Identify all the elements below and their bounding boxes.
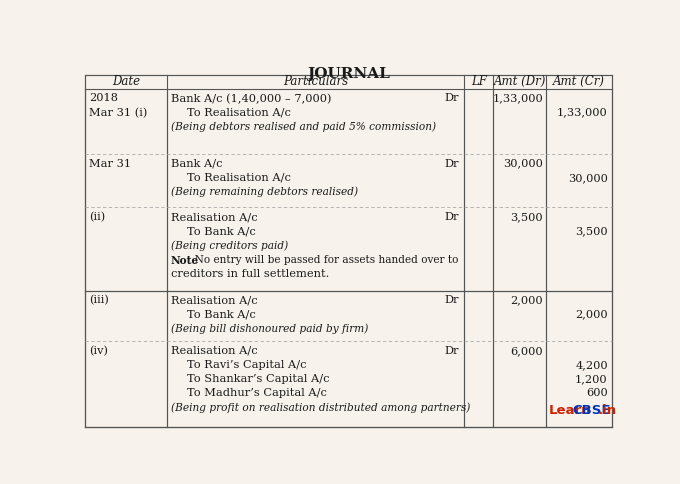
Text: Bank A/c: Bank A/c <box>171 159 222 168</box>
Text: Realisation A/c: Realisation A/c <box>171 346 258 356</box>
Text: 3,500: 3,500 <box>510 212 543 222</box>
Text: Note: Note <box>171 255 199 266</box>
Text: 600: 600 <box>586 388 608 398</box>
Text: (Being bill dishonoured paid by firm): (Being bill dishonoured paid by firm) <box>171 324 369 334</box>
Text: (iii): (iii) <box>89 295 109 306</box>
Text: 1,200: 1,200 <box>575 374 608 384</box>
Text: (ii): (ii) <box>89 212 105 223</box>
Text: To Ravi’s Capital A/c: To Ravi’s Capital A/c <box>187 360 306 370</box>
Text: To Shankar’s Capital A/c: To Shankar’s Capital A/c <box>187 374 329 384</box>
Text: Dr: Dr <box>445 295 459 305</box>
Text: Mar 31: Mar 31 <box>89 159 131 168</box>
Text: creditors in full settlement.: creditors in full settlement. <box>171 269 329 279</box>
Text: (Being profit on realisation distributed among partners): (Being profit on realisation distributed… <box>171 403 471 413</box>
Text: LF: LF <box>471 75 487 88</box>
Text: Dr: Dr <box>445 212 459 222</box>
Text: 6,000: 6,000 <box>510 346 543 356</box>
Text: 3,500: 3,500 <box>575 226 608 236</box>
Text: 30,000: 30,000 <box>568 173 608 183</box>
Text: 2018: 2018 <box>89 93 118 104</box>
Text: Bank A/c (1,40,000 – 7,000): Bank A/c (1,40,000 – 7,000) <box>171 93 331 104</box>
Text: Amt (Dr): Amt (Dr) <box>494 75 546 88</box>
Text: Mar 31 (i): Mar 31 (i) <box>89 108 148 119</box>
Text: 2,000: 2,000 <box>510 295 543 305</box>
Text: To Madhur’s Capital A/c: To Madhur’s Capital A/c <box>187 388 326 398</box>
Text: Learn: Learn <box>549 404 591 417</box>
Text: Realisation A/c: Realisation A/c <box>171 212 258 222</box>
Text: Dr: Dr <box>445 346 459 356</box>
Text: Particulars: Particulars <box>283 75 348 88</box>
Text: .in: .in <box>597 404 616 417</box>
Text: 1,33,000: 1,33,000 <box>492 93 543 104</box>
Text: 30,000: 30,000 <box>503 159 543 168</box>
Text: JOURNAL: JOURNAL <box>307 67 390 81</box>
Text: Date: Date <box>112 75 140 88</box>
Text: 2,000: 2,000 <box>575 310 608 319</box>
Text: 4,200: 4,200 <box>575 360 608 370</box>
Text: Amt (Cr): Amt (Cr) <box>553 75 605 88</box>
Text: (Being debtors realised and paid 5% commission): (Being debtors realised and paid 5% comm… <box>171 122 436 132</box>
Text: Dr: Dr <box>445 159 459 168</box>
Text: 1,33,000: 1,33,000 <box>557 107 608 118</box>
Text: (iv): (iv) <box>89 346 108 356</box>
Text: To Bank A/c: To Bank A/c <box>187 310 256 319</box>
Text: Dr: Dr <box>445 93 459 104</box>
Text: CBSE: CBSE <box>572 404 611 417</box>
Text: Realisation A/c: Realisation A/c <box>171 295 258 305</box>
Text: To Bank A/c: To Bank A/c <box>187 226 256 236</box>
Text: (Being remaining debtors realised): (Being remaining debtors realised) <box>171 187 358 197</box>
Text: (Being creditors paid): (Being creditors paid) <box>171 241 288 251</box>
Text: No entry will be passed for assets handed over to: No entry will be passed for assets hande… <box>188 255 459 265</box>
Text: To Realisation A/c: To Realisation A/c <box>187 173 290 183</box>
Text: To Realisation A/c: To Realisation A/c <box>187 107 290 118</box>
